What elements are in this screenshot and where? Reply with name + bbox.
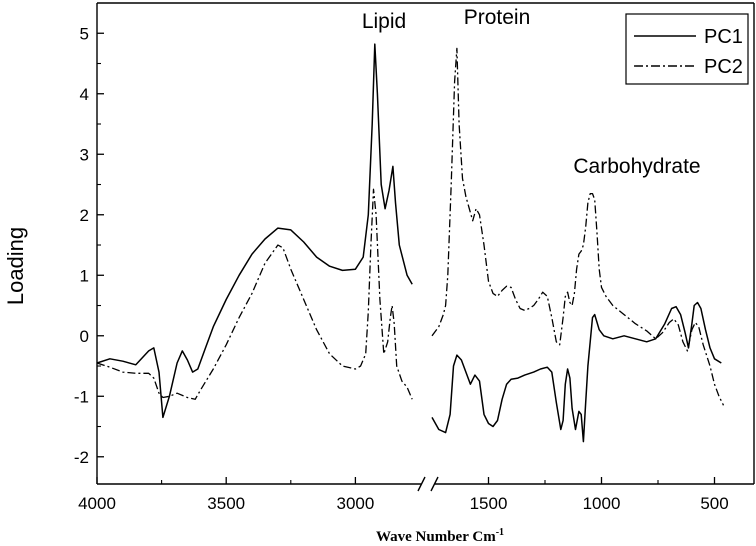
legend-label-pc2: PC2	[704, 56, 743, 78]
series-layer	[96, 43, 725, 443]
x-axis-ticks: 4000 3500 3000 1500 1000 500	[78, 477, 729, 513]
annotation-protein: Protein	[464, 6, 531, 29]
y-axis-label: Loading	[3, 227, 28, 305]
break-mark-right	[430, 476, 439, 492]
legend: PC1 PC2	[625, 13, 749, 85]
x-tick-label: 4000	[78, 494, 116, 513]
annotation-lipid: Lipid	[362, 10, 406, 33]
x-axis-label: Wave Number Cm-1	[376, 527, 504, 545]
x-tick-label: 500	[700, 494, 728, 513]
series-line-pc1-segment-2	[431, 301, 722, 443]
break-mark-left	[417, 476, 426, 492]
y-tick-label: -1	[74, 387, 89, 406]
x-tick-label: 3000	[336, 494, 374, 513]
series-line-pc2-segment-2	[431, 47, 725, 406]
y-axis-ticks: -2 -1 0 1 2 3 4 5	[74, 24, 104, 467]
x-tick-label: 3500	[207, 494, 245, 513]
y-tick-label: 0	[80, 327, 89, 346]
x-tick-label: 1500	[470, 494, 508, 513]
series-line-pc1-segment-1	[96, 43, 413, 419]
axis-break-marks	[417, 476, 439, 492]
x-tick-label: 1000	[583, 494, 621, 513]
annotation-carbohydrate: Carbohydrate	[573, 155, 700, 178]
series-line-pc2-segment-1	[96, 188, 413, 400]
y-tick-label: -2	[74, 448, 89, 467]
break-gap	[422, 476, 434, 492]
y-tick-label: 4	[80, 85, 89, 104]
y-tick-label: 3	[80, 145, 89, 164]
y-tick-label: 1	[80, 266, 89, 285]
legend-label-pc1: PC1	[704, 26, 743, 48]
y-tick-label: 2	[80, 206, 89, 225]
legend-box	[625, 13, 749, 85]
y-tick-label: 5	[80, 24, 89, 43]
